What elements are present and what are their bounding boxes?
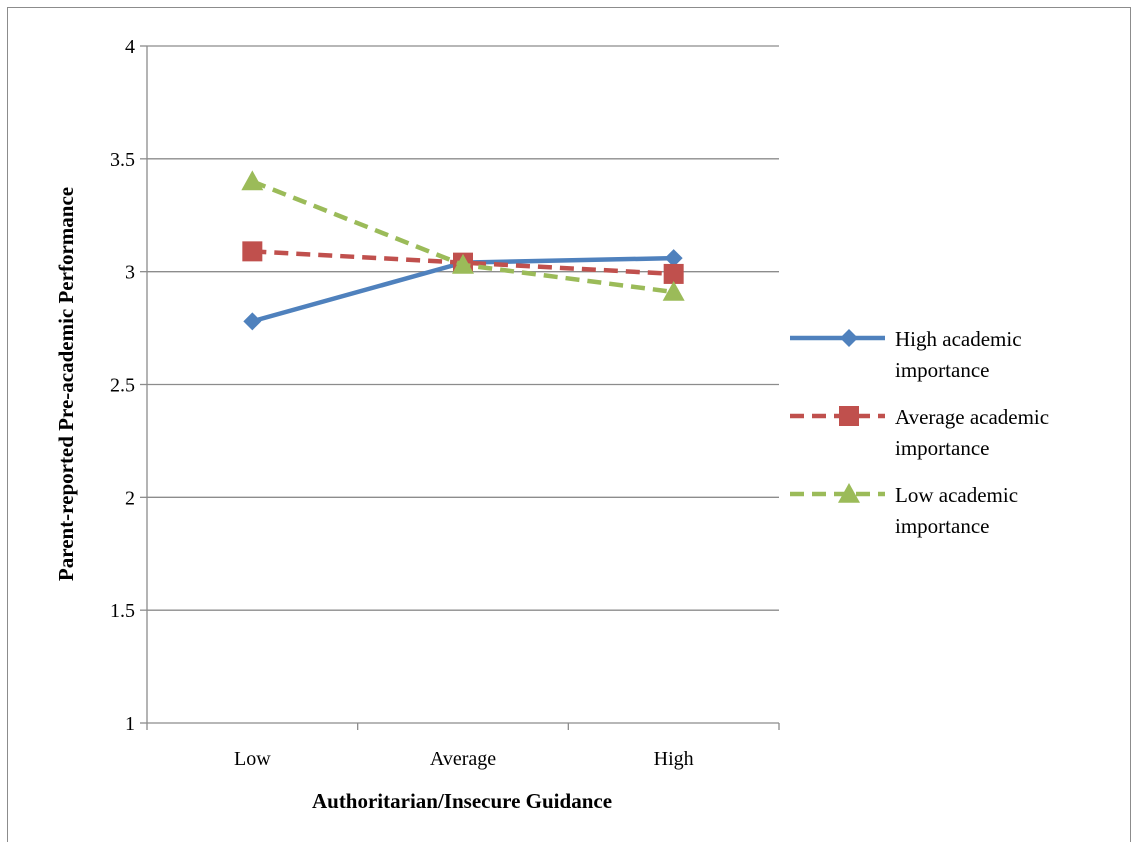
data-point xyxy=(452,253,474,274)
legend-marker xyxy=(839,406,859,426)
legend: High academic importance Average academic i… xyxy=(790,327,1049,538)
series-line xyxy=(251,179,674,295)
data-point xyxy=(242,241,263,262)
legend-entry: High academic importance xyxy=(790,327,1022,382)
x-axis-ticks: Low Average High xyxy=(234,748,694,770)
legend-label: Average academic xyxy=(895,405,1049,429)
data-point xyxy=(662,280,685,301)
x-tick-label: Low xyxy=(234,748,271,770)
legend-entry: Low academic importance xyxy=(790,483,1018,538)
legend-marker xyxy=(838,483,860,503)
legend-label: importance xyxy=(895,358,989,382)
data-point xyxy=(663,263,684,284)
legend-label: importance xyxy=(895,514,989,538)
chart-frame xyxy=(7,7,1131,842)
axes xyxy=(140,45,780,730)
gridlines xyxy=(147,45,779,724)
x-axis-title: Authoritarian/Insecure Guidance xyxy=(312,789,612,813)
series-low-academic-importance xyxy=(241,170,685,301)
x-tick-label: Average xyxy=(430,748,496,770)
y-tick-label: 1.5 xyxy=(110,600,135,622)
y-axis-ticks: 1 1.5 2 2.5 3 3.5 4 xyxy=(110,36,135,735)
data-point xyxy=(664,249,683,268)
legend-label: importance xyxy=(895,436,989,460)
y-tick-label: 2.5 xyxy=(110,375,135,397)
y-axis-title: Parent-reported Pre-academic Performance xyxy=(54,187,78,581)
legend-label: High academic xyxy=(895,327,1022,351)
series-group xyxy=(241,170,685,331)
legend-entry: Average academic importance xyxy=(790,405,1049,460)
y-tick-label: 3 xyxy=(125,262,135,284)
y-tick-label: 2 xyxy=(125,487,135,509)
data-point xyxy=(241,170,264,191)
y-tick-label: 1 xyxy=(125,713,135,735)
y-tick-label: 3.5 xyxy=(110,149,135,171)
legend-marker xyxy=(840,329,858,347)
x-tick-label: High xyxy=(654,748,694,770)
y-tick-label: 4 xyxy=(125,36,135,58)
data-point xyxy=(243,312,262,331)
legend-label: Low academic xyxy=(895,483,1018,507)
